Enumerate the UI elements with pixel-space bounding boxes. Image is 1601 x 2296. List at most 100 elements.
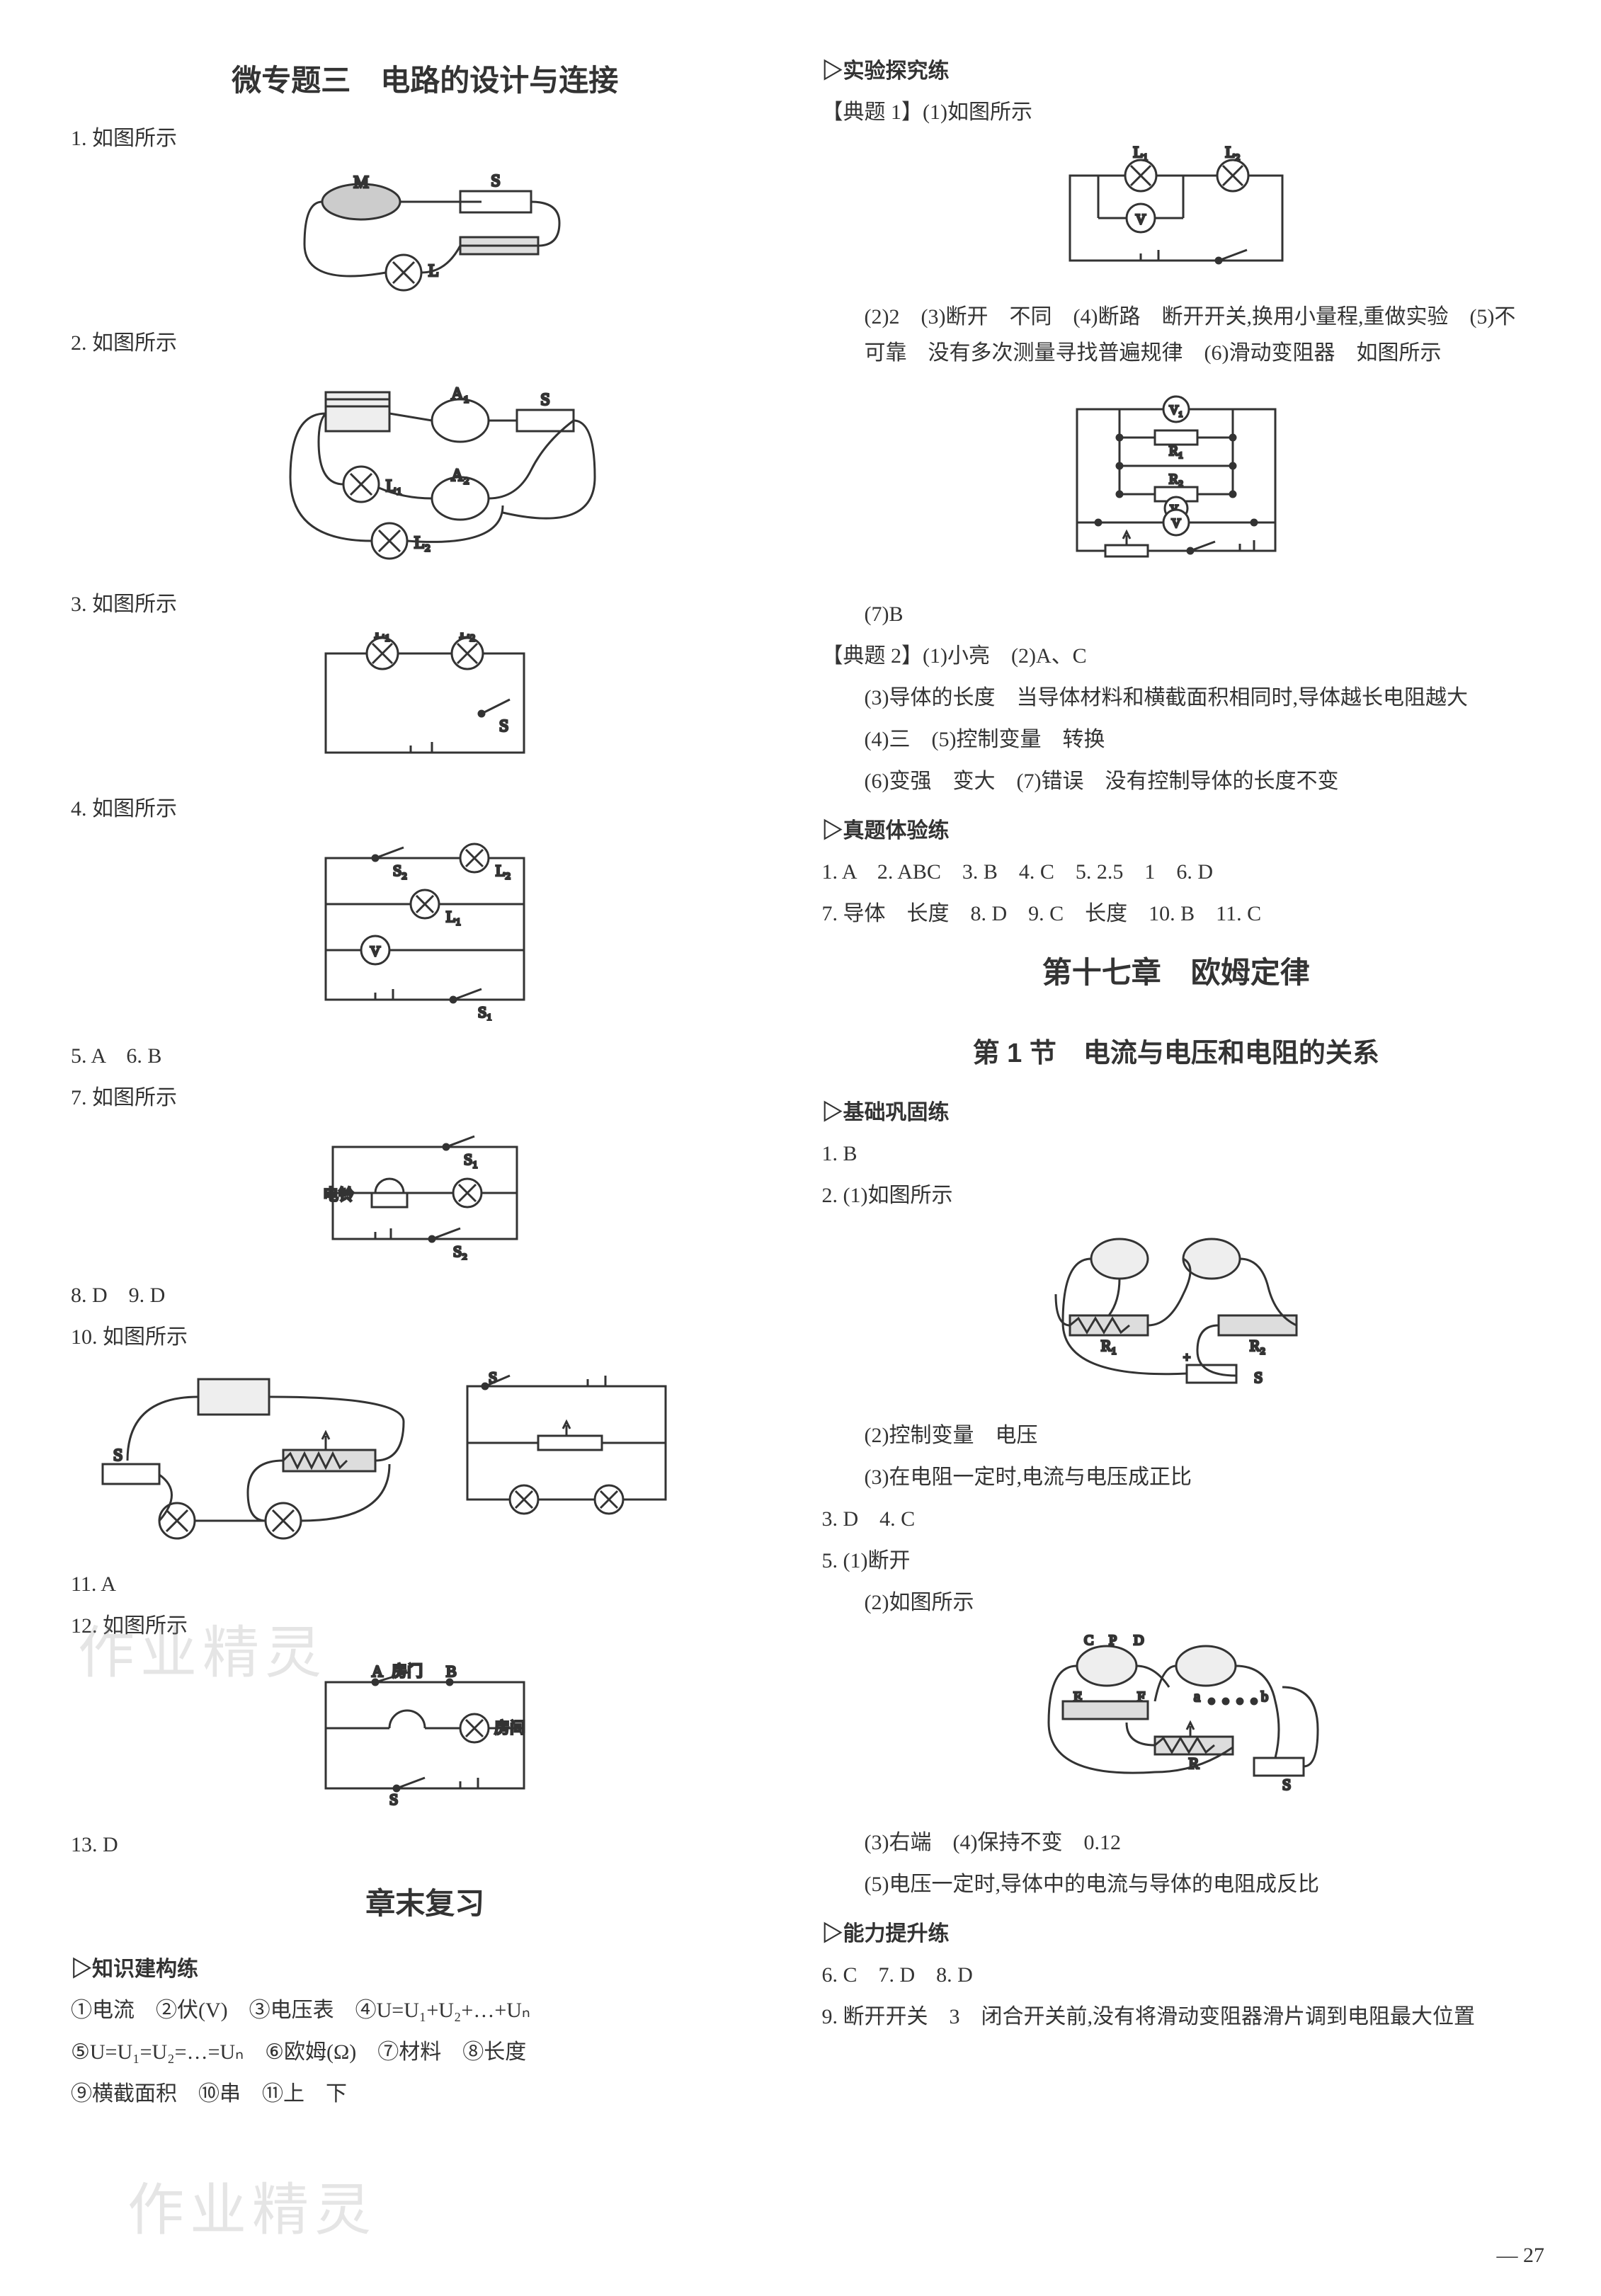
dt1-1: 【典题 1】(1)如图所示 — [822, 94, 1531, 130]
q12: 12. 如图所示 — [71, 1608, 780, 1644]
review-1: ①电流 ②伏(V) ③电压表 ④U=U₁+U₂+…+Uₙ — [71, 1992, 780, 2028]
b5-3: (3)右端 (4)保持不变 0.12 — [822, 1824, 1531, 1861]
label-A1: A₁ — [451, 385, 469, 404]
label-bell: 电铃 — [323, 1186, 354, 1204]
ability-hdr: ▷能力提升练 — [822, 1916, 1531, 1947]
label-S1-7: S₁ — [464, 1150, 478, 1168]
diagram-dt1b: R₁ V₁ R₂ V₂ V — [822, 381, 1531, 579]
q5-6: 5. A 6. B — [71, 1038, 780, 1074]
b5-2: (2)如图所示 — [822, 1584, 1531, 1621]
label-L2-3: L₂ — [460, 632, 476, 642]
circuit-2-svg: A₁ S L₁ A₂ L₂ — [248, 371, 602, 569]
circuit-12-svg: A 房门 B 房间 S — [297, 1654, 552, 1810]
review-3: ⑨横截面积 ⑩串 ⑪上 下 — [71, 2076, 780, 2112]
label-C-b5: C — [1084, 1633, 1093, 1648]
label-L2: L₂ — [414, 534, 431, 552]
b5-1: 5. (1)断开 — [822, 1543, 1531, 1579]
label-V-4: V — [370, 944, 381, 959]
diagram-b2: R₁ R₂ + S — [822, 1223, 1531, 1400]
q7: 7. 如图所示 — [71, 1080, 780, 1116]
q13: 13. D — [71, 1827, 780, 1863]
label-R2-b2: R₂ — [1250, 1337, 1265, 1354]
label-A-12: A — [372, 1662, 383, 1680]
label-L1-dt1: L₁ — [1133, 143, 1148, 161]
diagram-10: S S — [71, 1365, 780, 1549]
b2: 2. (1)如图所示 — [822, 1177, 1531, 1213]
q4: 4. 如图所示 — [71, 791, 780, 827]
circuit-dt1-svg: L₁ L₂ V — [1042, 140, 1311, 282]
label-S2-7: S₂ — [453, 1243, 467, 1260]
label-S2: S — [541, 391, 550, 409]
label-V-dt1b: V — [1171, 516, 1180, 530]
q1: 1. 如图所示 — [71, 120, 780, 156]
label-S1: S — [491, 172, 501, 190]
label-b-b5: b — [1261, 1689, 1268, 1705]
label-M: M — [354, 173, 369, 192]
label-L2-dt1: L₂ — [1225, 143, 1240, 161]
real-exam-hdr: ▷真题体验练 — [822, 813, 1531, 844]
dt1-7: (7)B — [822, 596, 1531, 632]
diagram-b5: C P D E F a b R S — [822, 1630, 1531, 1807]
micro-topic-title: 微专题三 电路的设计与连接 — [71, 57, 780, 100]
label-V-dt1: V — [1136, 212, 1146, 227]
b3-4: 3. D 4. C — [822, 1501, 1531, 1537]
circuit-dt1b-svg: R₁ V₁ R₂ V₂ V — [1042, 381, 1311, 579]
label-L1-3: L₁ — [375, 632, 391, 642]
diagram-3: L₁ L₂ S — [71, 632, 780, 774]
diagram-12: A 房门 B 房间 S — [71, 1654, 780, 1810]
label-P-b5: P — [1109, 1633, 1117, 1648]
experiment-hdr: ▷实验探究练 — [822, 53, 1531, 84]
b2-2: (2)控制变量 电压 — [822, 1417, 1531, 1453]
label-S-3: S — [499, 717, 508, 736]
diagram-dt1: L₁ L₂ V — [822, 140, 1531, 282]
circuit-7-svg: S₁ 电铃 S₂ — [304, 1126, 545, 1260]
dt1-2: (2)2 (3)断开 不同 (4)断路 断开开关,换用小量程,重做实验 (5)不… — [822, 299, 1531, 371]
label-B-12: B — [446, 1662, 457, 1680]
basic-practice-hdr: ▷基础巩固练 — [822, 1095, 1531, 1126]
label-D-b5: D — [1134, 1633, 1144, 1648]
n6-8: 6. C 7. D 8. D — [822, 1957, 1531, 1993]
label-door: 房门 — [392, 1662, 423, 1680]
diagram-1: M S L — [71, 166, 780, 308]
chapter-review-title: 章末复习 — [71, 1880, 780, 1923]
label-S2-4: S₂ — [393, 862, 407, 879]
watermark-bottom: 作业精灵 — [127, 2164, 377, 2246]
q8-9: 8. D 9. D — [71, 1277, 780, 1313]
circuit-4-svg: S₂ L₂ L₁ V S₁ — [297, 837, 552, 1021]
zt1: 1. A 2. ABC 3. B 4. C 5. 2.5 1 6. D — [822, 854, 1531, 890]
circuit-1-svg: M S L — [276, 166, 574, 308]
q11: 11. A — [71, 1566, 780, 1602]
zt2: 7. 导体 长度 8. D 9. C 长度 10. B 11. C — [822, 896, 1531, 932]
label-R2-dt1b: R₂ — [1169, 472, 1183, 487]
page-number: — 27 — [1497, 2244, 1545, 2268]
label-V1-dt1b: V₁ — [1169, 403, 1183, 417]
diagram-2: A₁ S L₁ A₂ L₂ — [71, 371, 780, 569]
label-R-b5: R — [1188, 1754, 1199, 1772]
label-L1-4: L₁ — [446, 908, 461, 925]
section1-title: 第 1 节 电流与电压和电阻的关系 — [822, 1031, 1531, 1070]
label-L2-4: L₂ — [496, 862, 511, 879]
n9: 9. 断开开关 3 闭合开关前,没有将滑动变阻器滑片调到电阻最大位置 — [822, 1999, 1531, 2035]
label-R1-dt1b: R₁ — [1169, 443, 1183, 459]
diagram-4: S₂ L₂ L₁ V S₁ — [71, 837, 780, 1021]
dt2-3: (3)导体的长度 当导体材料和横截面积相同时,导体越长电阻越大 — [822, 680, 1531, 716]
dt2-6: (6)变强 变大 (7)错误 没有控制导体的长度不变 — [822, 763, 1531, 799]
label-S-12: S — [389, 1790, 398, 1808]
b5-5: (5)电压一定时,导体中的电流与导体的电阻成反比 — [822, 1866, 1531, 1902]
circuit-10b-svg: S — [446, 1365, 687, 1521]
svg-text:+: + — [1183, 1350, 1190, 1364]
review-2: ⑤U=U₁=U₂=…=Uₙ ⑥欧姆(Ω) ⑦材料 ⑧长度 — [71, 2034, 780, 2070]
b2-3: (3)在电阻一定时,电流与电压成正比 — [822, 1459, 1531, 1495]
q3: 3. 如图所示 — [71, 586, 780, 622]
label-S-b2: S — [1254, 1369, 1263, 1386]
knowledge-build-hdr: ▷知识建构练 — [71, 1951, 780, 1982]
circuit-b2-svg: R₁ R₂ + S — [1020, 1223, 1332, 1400]
label-S-10: S — [113, 1446, 123, 1465]
label-S-b5: S — [1282, 1776, 1291, 1793]
label-a-b5: a — [1194, 1689, 1200, 1705]
right-column: ▷实验探究练 【典题 1】(1)如图所示 L₁ L₂ V — [822, 42, 1531, 2115]
dt2-1: 【典题 2】(1)小亮 (2)A、C — [822, 638, 1531, 674]
dt2-4: (4)三 (5)控制变量 转换 — [822, 721, 1531, 758]
label-R1-b2: R₁ — [1101, 1337, 1117, 1354]
diagram-7: S₁ 电铃 S₂ — [71, 1126, 780, 1260]
